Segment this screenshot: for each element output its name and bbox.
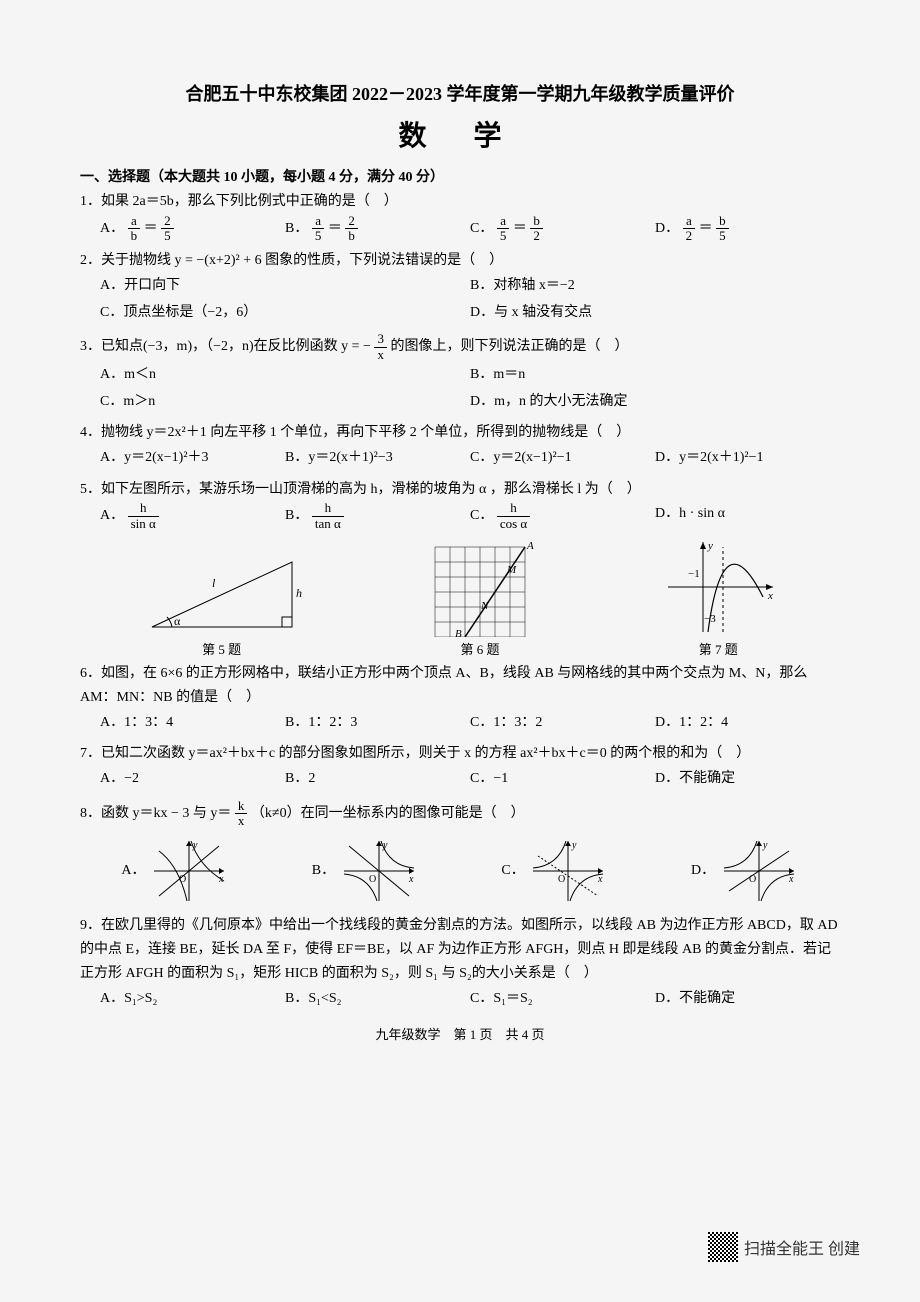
svg-text:h: h (296, 586, 302, 600)
svg-text:A: A (526, 540, 534, 552)
q4-optD: D．y＝2(x＋1)²−1 (655, 445, 840, 472)
svg-text:y: y (707, 540, 713, 552)
figure-7: −1 −3 x y 第 7 题 (658, 537, 778, 658)
q2-optD: D．与 x 轴没有交点 (470, 300, 840, 327)
svg-text:y: y (762, 840, 768, 851)
fig6-label: 第 6 题 (425, 639, 535, 658)
q3-stem: 3．已知点(−3，m)，（−2，n)在反比例函数 y = − 3x 的图像上，则… (80, 332, 840, 362)
q5-optA: A． hsin α (100, 501, 285, 531)
q5-optB: B． htan α (285, 501, 470, 531)
q8-optA: A． Oxy (121, 836, 229, 906)
svg-text:−1: −1 (688, 568, 700, 580)
q9-optA: A．S₁>S₂ (100, 986, 285, 1013)
subject-title: 数 学 (80, 114, 840, 154)
q9-optD: D．不能确定 (655, 986, 840, 1013)
qr-icon (708, 1232, 738, 1262)
section-1-heading: 一、选择题（本大题共 10 小题，每小题 4 分，满分 40 分） (80, 166, 840, 186)
q2-optB: B．对称轴 x＝−2 (470, 273, 840, 300)
graph-b-icon: Oxy (339, 836, 419, 906)
triangle-icon: l h α (142, 547, 302, 637)
fig7-label: 第 7 题 (658, 639, 778, 658)
question-6: 6．如图，在 6×6 的正方形网格中，联结小正方形中两个顶点 A、B，线段 AB… (80, 662, 840, 736)
svg-text:O: O (558, 874, 565, 885)
q7-stem: 7．已知二次函数 y＝ax²＋bx＋c 的部分图象如图所示，则关于 x 的方程 … (80, 742, 840, 766)
q1-optA: A． ab ＝ 25 (100, 214, 285, 244)
q7-optA: A．−2 (100, 766, 285, 793)
q3-optA: A．m＜n (100, 362, 470, 389)
svg-text:O: O (369, 874, 376, 885)
svg-text:x: x (788, 874, 794, 885)
q1-optC: C． a5 ＝ b2 (470, 214, 655, 244)
svg-text:B: B (455, 628, 462, 637)
parabola-icon: −1 −3 x y (658, 537, 778, 637)
q1-optD: D． a2 ＝ b5 (655, 214, 840, 244)
q6-optA: A．1：3：4 (100, 710, 285, 737)
question-1: 1．如果 2a＝5b，那么下列比例式中正确的是（ ） A． ab ＝ 25 B．… (80, 190, 840, 243)
q1-optB: B． a5 ＝ 2b (285, 214, 470, 244)
graph-d-icon: Oxy (719, 836, 799, 906)
svg-text:N: N (480, 600, 489, 612)
q4-optC: C．y＝2(x−1)²−1 (470, 445, 655, 472)
svg-text:−3: −3 (704, 613, 716, 625)
q7-optB: B．2 (285, 766, 470, 793)
q9-stem: 9．在欧几里得的《几何原本》中给出一个找线段的黄金分割点的方法。如图所示，以线段… (80, 914, 840, 985)
graph-c-icon: Ox y (528, 836, 608, 906)
watermark-text: 扫描全能王 创建 (744, 1235, 860, 1259)
svg-text:l: l (212, 576, 216, 590)
q6-stem: 6．如图，在 6×6 的正方形网格中，联结小正方形中两个顶点 A、B，线段 AB… (80, 662, 840, 710)
q2-optC: C．顶点坐标是（−2，6） (100, 300, 470, 327)
q1-stem: 1．如果 2a＝5b，那么下列比例式中正确的是（ ） (80, 190, 840, 214)
q8-optD: D． Oxy (691, 836, 799, 906)
q5-stem: 5．如下左图所示，某游乐场一山顶滑梯的高为 h，滑梯的坡角为 α ，那么滑梯长 … (80, 478, 840, 502)
question-2: 2．关于抛物线 y = −(x+2)² + 6 图象的性质，下列说法错误的是（ … (80, 249, 840, 326)
q2-optA: A．开口向下 (100, 273, 470, 300)
q3-optB: B．m＝n (470, 362, 840, 389)
q1-A-label: A． (100, 221, 124, 236)
fig5-label: 第 5 题 (142, 639, 302, 658)
graph-a-icon: Oxy (149, 836, 229, 906)
q7-optC: C．−1 (470, 766, 655, 793)
exam-header: 合肥五十中东校集团 2022－2023 学年度第一学期九年级教学质量评价 (80, 80, 840, 106)
q8-stem: 8．函数 y＝kx − 3 与 y＝ kx （k≠0）在同一坐标系内的图像可能是… (80, 799, 840, 829)
page-footer: 九年级数学 第 1 页 共 4 页 (80, 1024, 840, 1043)
question-7: 7．已知二次函数 y＝ax²＋bx＋c 的部分图象如图所示，则关于 x 的方程 … (80, 742, 840, 792)
q9-optC: C．S₁＝S₂ (470, 986, 655, 1013)
q4-optB: B．y＝2(x＋1)²−3 (285, 445, 470, 472)
question-3: 3．已知点(−3，m)，（−2，n)在反比例函数 y = − 3x 的图像上，则… (80, 332, 840, 415)
svg-text:x: x (597, 874, 603, 885)
q3-optD: D．m，n 的大小无法确定 (470, 389, 840, 416)
question-9: 9．在欧几里得的《几何原本》中给出一个找线段的黄金分割点的方法。如图所示，以线段… (80, 914, 840, 1012)
scan-watermark: 扫描全能王 创建 (708, 1232, 860, 1262)
q6-optB: B．1：2：3 (285, 710, 470, 737)
q6-optC: C．1：3：2 (470, 710, 655, 737)
question-4: 4．抛物线 y＝2x²＋1 向左平移 1 个单位，再向下平移 2 个单位，所得到… (80, 421, 840, 471)
q4-optA: A．y＝2(x−1)²＋3 (100, 445, 285, 472)
figure-6: A M N B 第 6 题 (425, 537, 535, 658)
grid-icon: A M N B (425, 537, 535, 637)
svg-text:x: x (408, 874, 414, 885)
q4-stem: 4．抛物线 y＝2x²＋1 向左平移 1 个单位，再向下平移 2 个单位，所得到… (80, 421, 840, 445)
q8-optB: B． Oxy (312, 836, 419, 906)
svg-text:α: α (174, 614, 181, 628)
question-5: 5．如下左图所示，某游乐场一山顶滑梯的高为 h，滑梯的坡角为 α ，那么滑梯长 … (80, 478, 840, 531)
figure-5: l h α 第 5 题 (142, 547, 302, 658)
q6-optD: D．1：2：4 (655, 710, 840, 737)
svg-text:x: x (767, 590, 773, 602)
figures-row: l h α 第 5 题 A M N B 第 6 题 (80, 537, 840, 658)
q5-optC: C． hcos α (470, 501, 655, 531)
q7-optD: D．不能确定 (655, 766, 840, 793)
svg-text:y: y (571, 840, 577, 851)
q2-stem: 2．关于抛物线 y = −(x+2)² + 6 图象的性质，下列说法错误的是（ … (80, 249, 840, 273)
svg-text:M: M (506, 564, 517, 576)
q9-optB: B．S₁<S₂ (285, 986, 470, 1013)
question-8: 8．函数 y＝kx − 3 与 y＝ kx （k≠0）在同一坐标系内的图像可能是… (80, 799, 840, 907)
q3-optC: C．m＞n (100, 389, 470, 416)
q5-optD: D．h · sin α (655, 501, 840, 531)
q8-optC: C． Oxy (501, 836, 608, 906)
